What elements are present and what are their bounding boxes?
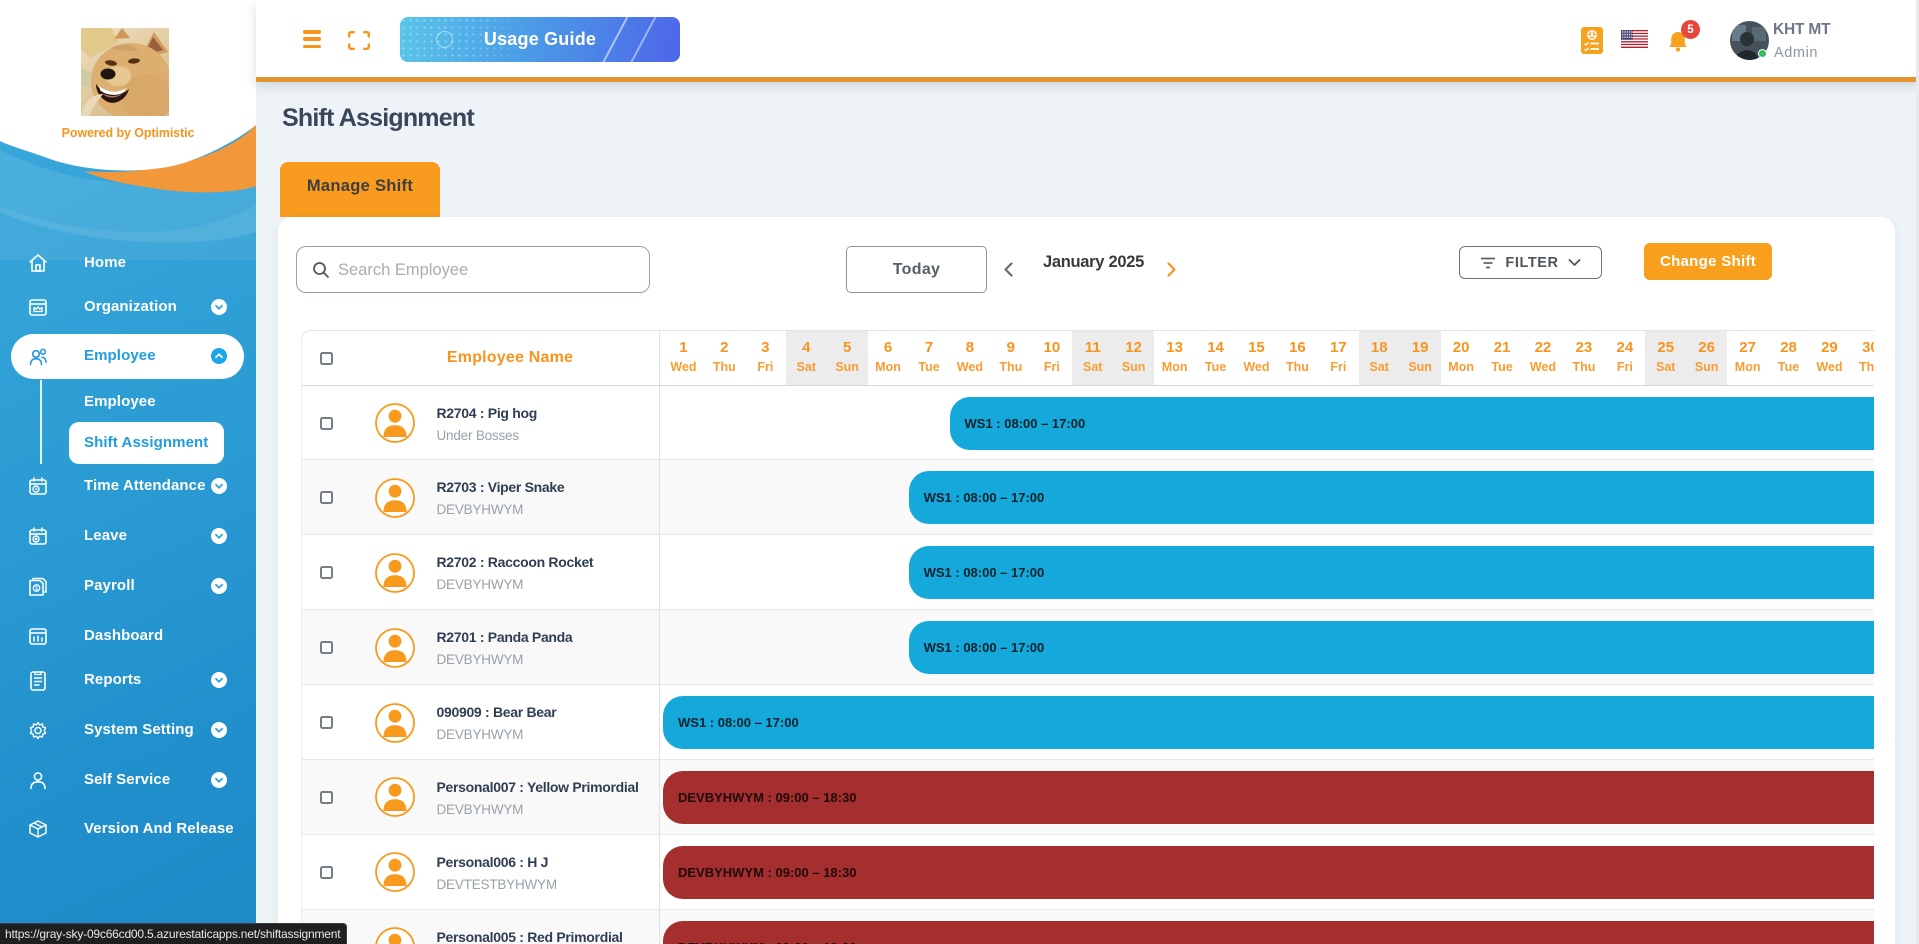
svg-text:$: $ xyxy=(35,586,38,592)
